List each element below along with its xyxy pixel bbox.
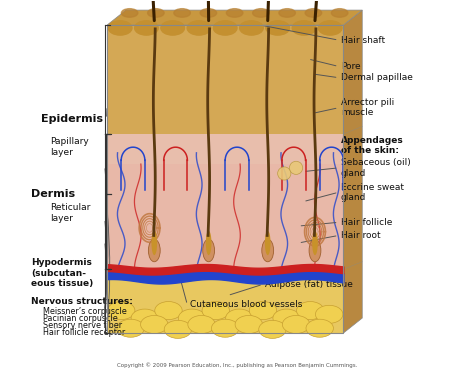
Text: Epidermis: Epidermis xyxy=(41,114,103,124)
Polygon shape xyxy=(107,269,343,333)
Ellipse shape xyxy=(213,21,237,35)
Ellipse shape xyxy=(278,167,291,180)
Text: Eccrine sweat
gland: Eccrine sweat gland xyxy=(341,182,404,202)
Ellipse shape xyxy=(178,309,206,327)
Ellipse shape xyxy=(305,9,322,17)
Ellipse shape xyxy=(109,21,132,35)
Text: Hair root: Hair root xyxy=(341,231,381,240)
Polygon shape xyxy=(107,10,362,25)
Ellipse shape xyxy=(292,21,316,35)
Ellipse shape xyxy=(266,21,290,35)
Ellipse shape xyxy=(211,319,239,337)
Ellipse shape xyxy=(331,9,348,17)
Ellipse shape xyxy=(108,302,135,320)
Text: Dermal papillae: Dermal papillae xyxy=(341,73,413,82)
Text: Meissner’s corpuscle: Meissner’s corpuscle xyxy=(43,307,127,316)
Ellipse shape xyxy=(265,231,271,255)
Text: Hypodermis
(subcutan-
eous tissue): Hypodermis (subcutan- eous tissue) xyxy=(31,258,94,288)
Ellipse shape xyxy=(316,305,343,323)
Text: Hair follicle: Hair follicle xyxy=(341,218,392,227)
Ellipse shape xyxy=(161,21,184,35)
Text: Copyright © 2009 Pearson Education, Inc., publishing as Pearson Benjamin Cumming: Copyright © 2009 Pearson Education, Inc.… xyxy=(117,362,357,368)
Text: Papillary
layer: Papillary layer xyxy=(50,138,89,157)
Text: Cutaneous blood vessels: Cutaneous blood vessels xyxy=(190,300,302,310)
Ellipse shape xyxy=(200,9,217,17)
Ellipse shape xyxy=(309,239,321,262)
Text: Hair shaft: Hair shaft xyxy=(341,36,385,44)
Text: Pacinian corpuscle: Pacinian corpuscle xyxy=(43,314,118,323)
Ellipse shape xyxy=(262,239,273,262)
Ellipse shape xyxy=(187,21,211,35)
Text: Adipose (fat) tissue: Adipose (fat) tissue xyxy=(265,280,353,289)
Ellipse shape xyxy=(155,302,182,320)
Ellipse shape xyxy=(174,9,191,17)
Ellipse shape xyxy=(188,316,215,334)
Text: Sensory nerve fiber: Sensory nerve fiber xyxy=(43,321,122,330)
Text: Hair follicle receptor: Hair follicle receptor xyxy=(43,328,126,337)
Ellipse shape xyxy=(290,161,303,175)
Ellipse shape xyxy=(147,9,164,17)
Ellipse shape xyxy=(135,21,158,35)
Text: Reticular
layer: Reticular layer xyxy=(50,203,91,222)
Ellipse shape xyxy=(253,9,269,17)
Ellipse shape xyxy=(206,231,211,255)
Ellipse shape xyxy=(283,316,310,334)
Ellipse shape xyxy=(240,21,263,35)
Text: Dermis: Dermis xyxy=(31,189,75,199)
Text: Sebaceous (oil)
gland: Sebaceous (oil) gland xyxy=(341,158,411,178)
Text: Pore: Pore xyxy=(341,62,361,71)
Ellipse shape xyxy=(226,309,253,327)
Ellipse shape xyxy=(121,9,138,17)
Ellipse shape xyxy=(259,320,286,339)
Polygon shape xyxy=(107,134,343,164)
Text: Nervous structures:: Nervous structures: xyxy=(31,297,133,307)
Ellipse shape xyxy=(297,302,324,320)
Polygon shape xyxy=(343,10,362,333)
Polygon shape xyxy=(107,134,343,269)
Ellipse shape xyxy=(306,319,333,337)
Ellipse shape xyxy=(235,316,263,334)
Ellipse shape xyxy=(203,239,215,262)
Ellipse shape xyxy=(227,9,243,17)
Ellipse shape xyxy=(164,320,191,339)
Ellipse shape xyxy=(312,231,318,255)
Ellipse shape xyxy=(148,239,160,262)
Ellipse shape xyxy=(117,319,145,337)
Text: Arrector pili
muscle: Arrector pili muscle xyxy=(341,98,394,118)
Ellipse shape xyxy=(202,302,229,320)
Polygon shape xyxy=(107,25,343,134)
Ellipse shape xyxy=(131,309,158,327)
Ellipse shape xyxy=(152,231,157,255)
Ellipse shape xyxy=(279,9,295,17)
Text: Appendages
of the skin:: Appendages of the skin: xyxy=(341,136,404,155)
Ellipse shape xyxy=(141,316,168,334)
Ellipse shape xyxy=(319,21,342,35)
Ellipse shape xyxy=(249,302,277,320)
Ellipse shape xyxy=(273,309,301,327)
